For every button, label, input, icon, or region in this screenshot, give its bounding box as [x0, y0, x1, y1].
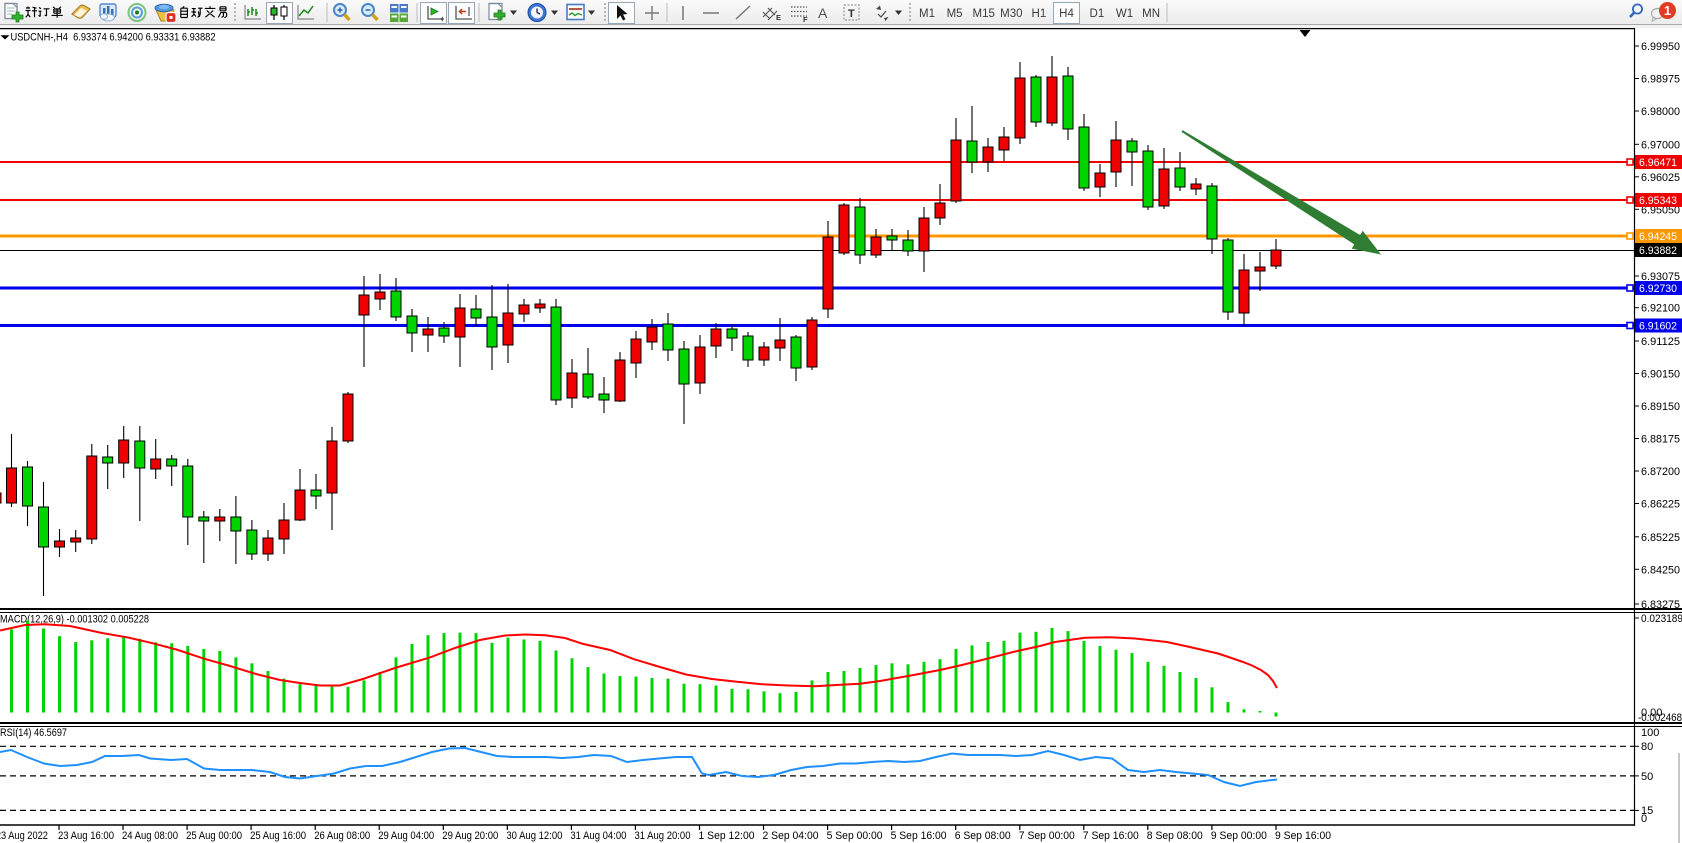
svg-text:6.84250: 6.84250: [1641, 564, 1680, 576]
svg-text:6.99950: 6.99950: [1641, 41, 1680, 53]
svg-text:RSI(14) 46.5697: RSI(14) 46.5697: [0, 727, 67, 739]
svg-text:1 Sep 12:00: 1 Sep 12:00: [699, 830, 755, 842]
svg-text:15: 15: [1641, 805, 1653, 817]
svg-text:7 Sep 00:00: 7 Sep 00:00: [1019, 830, 1075, 842]
svg-text:5 Sep 16:00: 5 Sep 16:00: [891, 830, 947, 842]
svg-text:6.97000: 6.97000: [1641, 139, 1680, 151]
svg-text:1: 1: [1664, 3, 1671, 18]
svg-text:6.91125: 6.91125: [1641, 336, 1680, 348]
svg-text:6.96471: 6.96471: [1639, 157, 1677, 169]
svg-text:H1: H1: [1032, 8, 1047, 20]
svg-text:D1: D1: [1090, 8, 1105, 20]
svg-text:6.94245: 6.94245: [1639, 231, 1677, 243]
svg-text:5 Sep 00:00: 5 Sep 00:00: [827, 830, 883, 842]
svg-text:A: A: [818, 5, 828, 21]
svg-text:6.85225: 6.85225: [1641, 532, 1680, 544]
svg-text:9 Sep 00:00: 9 Sep 00:00: [1211, 830, 1267, 842]
svg-text:25 Aug 16:00: 25 Aug 16:00: [250, 830, 306, 842]
svg-text:2 Sep 04:00: 2 Sep 04:00: [763, 830, 819, 842]
svg-text:M5: M5: [947, 8, 963, 20]
svg-text:6.92730: 6.92730: [1639, 283, 1677, 295]
svg-text:80: 80: [1641, 741, 1653, 753]
svg-text:29 Aug 04:00: 29 Aug 04:00: [378, 830, 434, 842]
svg-text:6.92100: 6.92100: [1641, 303, 1680, 315]
svg-text:6.98975: 6.98975: [1641, 74, 1680, 86]
svg-text:26 Aug 08:00: 26 Aug 08:00: [314, 830, 370, 842]
svg-text:E: E: [776, 13, 781, 22]
svg-text:6.96025: 6.96025: [1641, 172, 1680, 184]
svg-text:6.98000: 6.98000: [1641, 106, 1680, 118]
svg-text:50: 50: [1641, 771, 1653, 783]
svg-text:31 Aug 20:00: 31 Aug 20:00: [635, 830, 691, 842]
svg-text:6 Sep 08:00: 6 Sep 08:00: [955, 830, 1011, 842]
svg-text:6.95343: 6.95343: [1639, 195, 1677, 207]
svg-text:6.93882: 6.93882: [1639, 245, 1677, 257]
svg-text:29 Aug 20:00: 29 Aug 20:00: [442, 830, 498, 842]
svg-text:23 Aug 2022: 23 Aug 2022: [0, 830, 48, 842]
svg-text:M1: M1: [919, 8, 935, 20]
svg-text:M15: M15: [973, 8, 995, 20]
svg-text:6.83275: 6.83275: [1641, 599, 1680, 611]
svg-text:6.87200: 6.87200: [1641, 466, 1680, 478]
svg-text:6.88175: 6.88175: [1641, 434, 1680, 446]
svg-text:M30: M30: [1000, 8, 1022, 20]
svg-text:0: 0: [1641, 813, 1647, 825]
svg-text:8 Sep 08:00: 8 Sep 08:00: [1147, 830, 1203, 842]
svg-text:24 Aug 08:00: 24 Aug 08:00: [122, 830, 178, 842]
svg-text:0.00: 0.00: [1641, 707, 1662, 719]
svg-text:6.91602: 6.91602: [1639, 321, 1677, 333]
svg-text:7 Sep 16:00: 7 Sep 16:00: [1083, 830, 1139, 842]
svg-text:6.93075: 6.93075: [1641, 271, 1680, 283]
svg-text:6.89150: 6.89150: [1641, 401, 1680, 413]
svg-text:MACD(12,26,9) -0.001302 0.0052: MACD(12,26,9) -0.001302 0.005228: [0, 614, 149, 626]
svg-text:6.95050: 6.95050: [1641, 204, 1680, 216]
svg-text:USDCNH-,H4 6.93374 6.94200 6.: USDCNH-,H4 6.93374 6.94200 6.93331 6.938…: [11, 32, 216, 44]
svg-text:0.023189: 0.023189: [1641, 613, 1682, 625]
svg-text:25 Aug 00:00: 25 Aug 00:00: [186, 830, 242, 842]
svg-text:H4: H4: [1059, 8, 1074, 20]
svg-text:W1: W1: [1116, 8, 1133, 20]
svg-text:31 Aug 04:00: 31 Aug 04:00: [570, 830, 626, 842]
svg-text:6.86225: 6.86225: [1641, 499, 1680, 511]
svg-text:F: F: [803, 15, 808, 24]
svg-text:T: T: [848, 8, 855, 20]
svg-text:100: 100: [1641, 727, 1659, 739]
svg-text:30 Aug 12:00: 30 Aug 12:00: [506, 830, 562, 842]
svg-text:9 Sep 16:00: 9 Sep 16:00: [1275, 830, 1331, 842]
svg-text:6.90150: 6.90150: [1641, 369, 1680, 381]
svg-text:-0.002468: -0.002468: [1638, 712, 1682, 724]
svg-text:MN: MN: [1142, 8, 1160, 20]
svg-text:23 Aug 16:00: 23 Aug 16:00: [58, 830, 114, 842]
